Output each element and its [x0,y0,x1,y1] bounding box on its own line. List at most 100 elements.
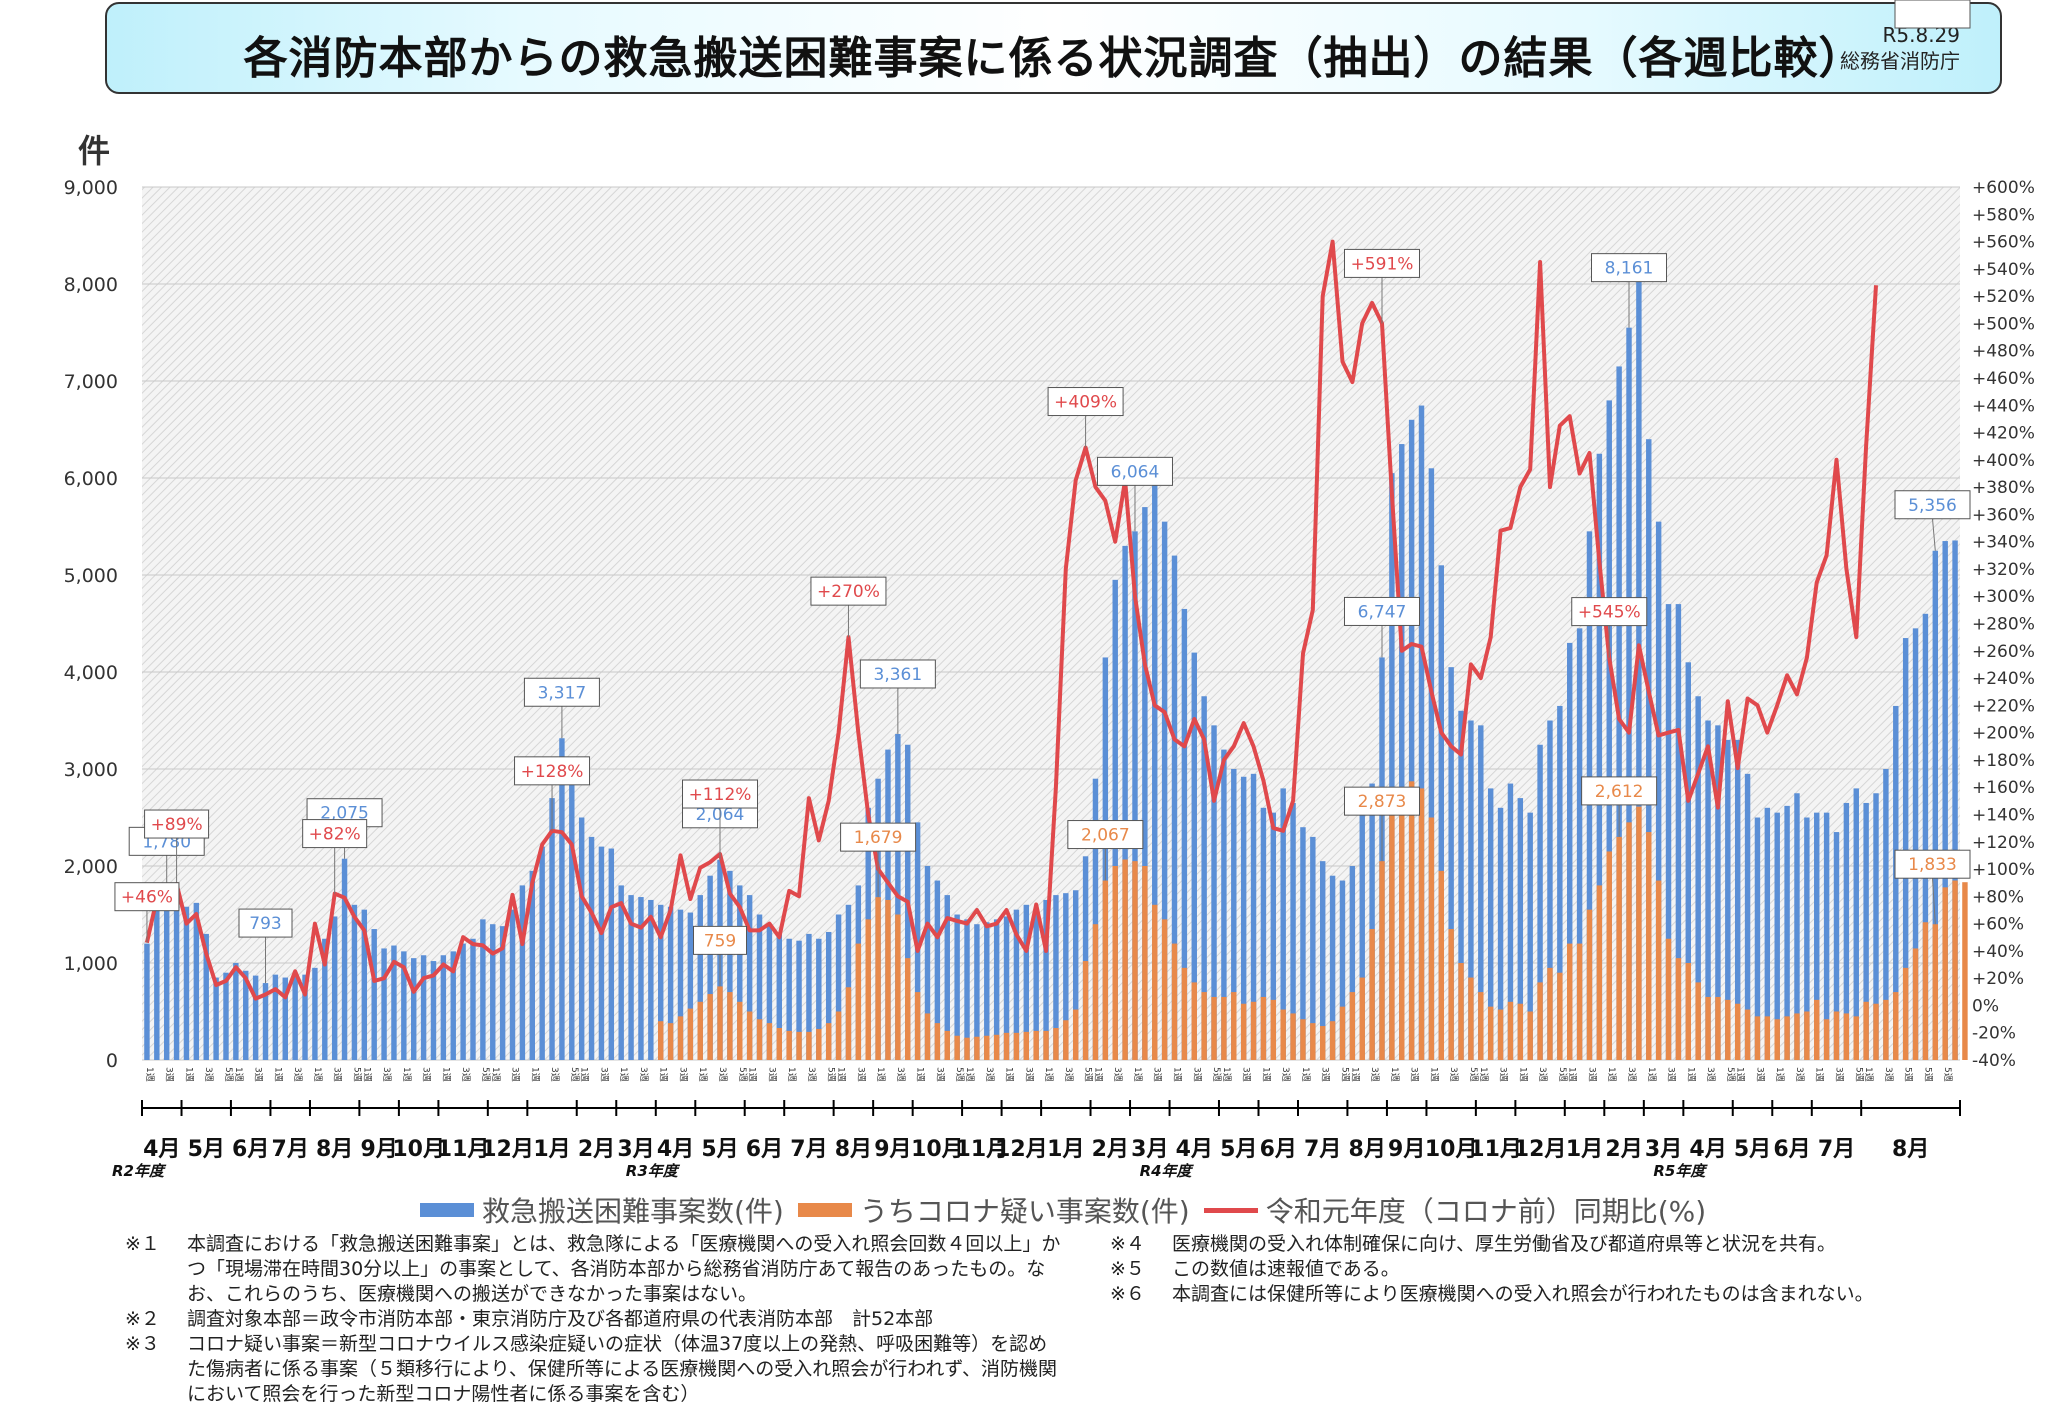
month-label: 1月 [1047,1137,1084,1162]
bar-covid [1201,992,1207,1060]
week-tick-label: 1週 [440,1067,451,1082]
bar-main [1873,793,1879,1060]
bar-covid [1902,967,1909,1060]
bar-covid [1497,1009,1504,1060]
week-tick-label: 1週 [1606,1067,1617,1082]
week-tick-label: 3週 [717,1067,728,1082]
week-tick-label: 5週 [1211,1067,1222,1082]
y2-tick-label: -40% [1972,1051,2016,1071]
bar-main [420,955,427,1060]
callout-label: +545% [1578,603,1641,623]
callout-label: 3,361 [874,665,923,685]
bar-covid [1517,1003,1524,1060]
callout-box [1581,776,1658,806]
bar-main [816,938,822,1060]
bar-main [1389,473,1395,1060]
bar-covid [717,986,723,1060]
bar-covid [1527,1011,1533,1060]
bar-covid [1310,1023,1316,1060]
data-callout: +545% [1571,597,1648,658]
bar-covid [1369,929,1375,1060]
bar-covid [707,994,713,1060]
week-tick-label: 1週 [1735,1067,1746,1082]
weekly-chart: 0 1,000 2,000 3,000 4,000 5,000 6,000 7,000 8,00… [64,0,2035,1180]
bar-covid [1053,1027,1059,1060]
bar-covid [1063,1020,1069,1060]
bar-covid [1428,817,1435,1060]
callout-label: +128% [521,762,584,782]
bar-main [1507,783,1514,1060]
week-tick-label: 3週 [253,1067,264,1082]
bar-covid [1339,1006,1346,1060]
week-tick-label: 1週 [618,1067,629,1082]
bar-covid [1260,996,1267,1060]
bar-covid [658,1021,664,1060]
bar-covid [1646,832,1652,1060]
week-tick-label: 1週 [1685,1067,1696,1082]
week-tick-label: 1週 [1004,1067,1015,1082]
bar-covid [1567,943,1573,1060]
callout-box [1096,456,1173,486]
week-tick-label: 5週 [954,1067,965,1082]
bar-covid [1863,1001,1869,1060]
data-callout: 5,356 [1894,490,1971,551]
bar-covid [1161,919,1168,1060]
bar-covid [776,1027,783,1060]
y2-tick-label: 0% [1972,996,1999,1016]
month-label: 8月 [1892,1137,1929,1162]
week-tick-label: 3週 [1112,1067,1123,1082]
y2-tick-label: +80% [1972,887,2024,907]
bar-main [539,846,545,1060]
bar-covid [1606,851,1612,1060]
week-tick-label: 1週 [1389,1067,1400,1082]
data-callout: 3,361 [859,659,936,734]
bar-covid [1715,996,1721,1060]
bar-main [163,887,170,1060]
bar-covid [1102,880,1109,1060]
week-tick-label: 1週 [361,1067,372,1082]
y2-tick-label: +200% [1972,724,2035,744]
bar-main [1349,866,1356,1060]
callout-label: 5,356 [1908,496,1957,516]
bar-main [203,933,209,1060]
bar-main [1023,904,1030,1060]
bar-main [1013,909,1020,1060]
y2-tick-label: +140% [1972,805,2035,825]
bar-main [401,951,407,1060]
callout-box [1343,786,1420,816]
bar-main [993,919,1000,1060]
week-tick-label: 1週 [747,1067,758,1082]
month-label: 9月 [360,1137,397,1162]
bar-covid [1616,836,1622,1060]
bar-main [559,738,565,1060]
bar-main [1082,856,1089,1060]
y-tick-label: 1,000 [64,953,118,975]
y2-tick-label: +220% [1972,696,2035,716]
data-callout: 1,833 [1894,849,1971,925]
data-callout: 2,067 [1067,820,1144,881]
bar-covid [1764,1016,1771,1060]
bar-covid [944,1030,950,1060]
bar-covid [1922,922,1929,1060]
bar-covid [1468,977,1474,1060]
week-tick-label: 1週 [272,1067,283,1082]
bar-covid [1586,909,1593,1060]
callout-box [114,882,180,912]
month-label: 6月 [1773,1137,1810,1162]
bar-main [1072,890,1079,1060]
week-tick-label: 1週 [786,1067,797,1082]
data-callout: +82% [302,819,368,894]
bar-covid [806,1031,812,1060]
week-tick-label: 5週 [569,1067,580,1082]
bar-main [410,958,417,1060]
week-tick-label: 1週 [401,1067,412,1082]
bar-main [1665,604,1672,1060]
bar-covid [1665,938,1672,1060]
bar-main [193,902,200,1060]
bar-main [302,974,308,1060]
legend-swatch-ratio [1203,1207,1258,1213]
bar-main [1339,880,1346,1060]
bar-covid [786,1030,792,1060]
callout-label: +528% [1901,0,1964,5]
bar-covid [1290,1013,1296,1060]
